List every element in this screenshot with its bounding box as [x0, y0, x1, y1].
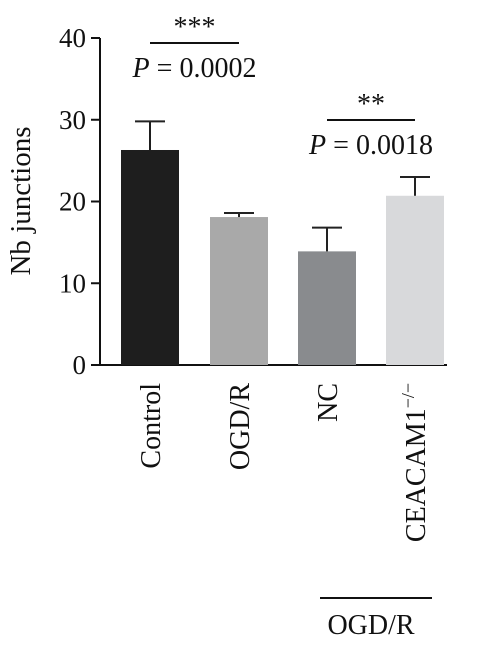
group-bracket: OGD/R — [320, 597, 432, 641]
bars — [121, 120, 444, 365]
significance-stars: *** — [174, 12, 216, 43]
p-value: P = 0.0002 — [132, 53, 257, 84]
bar-ceacam1 — [386, 195, 444, 365]
y-tick-label: 10 — [59, 268, 86, 298]
category-label: OGD/R — [225, 383, 256, 470]
y-axis-title: Nb junctions — [5, 126, 37, 275]
y-tick-label: 30 — [59, 105, 86, 135]
y-tick-label: 0 — [73, 350, 87, 380]
y-tick-label: 40 — [59, 23, 86, 53]
category-label: Control — [136, 383, 167, 469]
category-label: NC — [313, 383, 344, 422]
significance-annotations: *** P = 0.0002 ** P = 0.0018 — [132, 12, 433, 161]
category-label: CEACAM1−/− — [398, 383, 432, 542]
bar-ogd-r — [210, 217, 268, 365]
y-tick-label: 20 — [59, 187, 86, 217]
p-value: P = 0.0018 — [308, 130, 433, 161]
bar-control — [121, 149, 179, 365]
group-label: OGD/R — [327, 610, 414, 641]
significance-stars: ** — [357, 89, 385, 120]
category-labels: Control OGD/R NC CEACAM1−/− — [136, 383, 432, 542]
bar-nc — [298, 251, 356, 365]
